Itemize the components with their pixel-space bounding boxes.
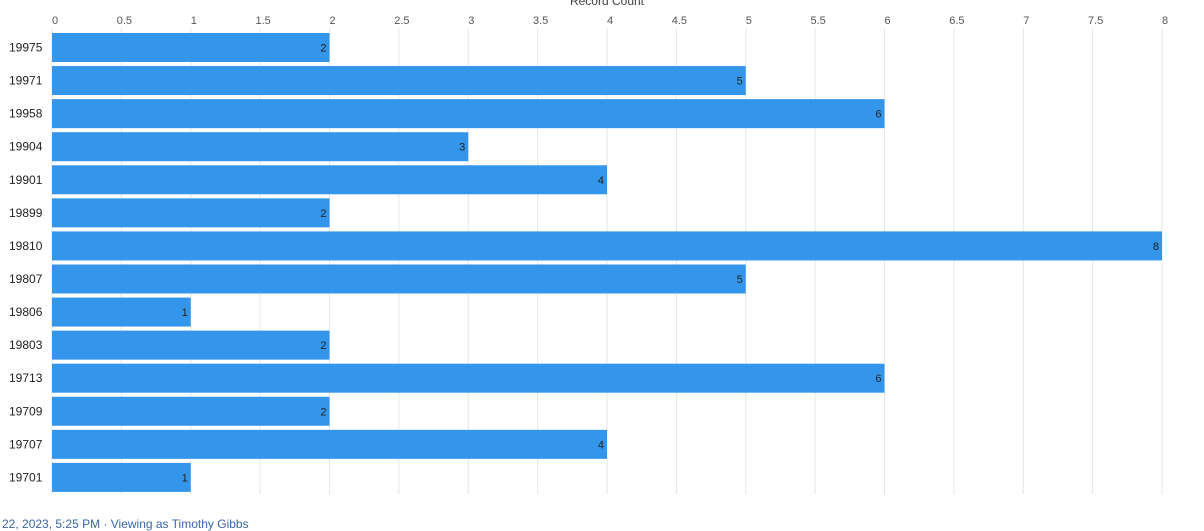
bar[interactable] [52,330,330,360]
category-label: 19807 [9,272,43,286]
x-tick-label: 1.5 [255,15,270,27]
data-label: 1 [182,472,188,484]
data-label: 8 [1153,241,1159,253]
bar[interactable] [52,132,469,162]
x-tick-label: 7 [1023,15,1029,27]
data-label: 4 [598,175,604,187]
data-labels: 2 5 6 3 4 2 8 5 1 2 6 2 4 1 [182,43,1159,485]
category-label: 19806 [9,305,43,319]
bar[interactable] [52,99,885,129]
category-label: 19971 [9,74,43,88]
data-label: 3 [459,142,465,154]
category-label: 19899 [9,206,43,220]
bar[interactable] [52,363,885,393]
data-label: 5 [737,76,743,88]
category-label: 19901 [9,173,43,187]
x-tick-label: 8 [1162,15,1168,27]
bar[interactable] [52,396,330,426]
x-tick-label: 5 [746,15,752,27]
bar[interactable] [52,231,1162,261]
bar[interactable] [52,165,607,195]
category-label: 19904 [9,140,43,154]
x-tick-label: 6.5 [949,15,964,27]
x-tick-label: 2.5 [394,15,409,27]
data-label: 6 [875,373,881,385]
data-label: 4 [598,439,604,451]
bars [52,33,1162,492]
bar[interactable] [52,66,746,96]
x-tick-label: 0.5 [117,15,132,27]
bar[interactable] [52,198,330,228]
x-tick-label: 2 [329,15,335,27]
category-label: 19958 [9,107,43,121]
category-label: 19713 [9,371,43,385]
footer-status: ay 22, 2023, 5:25 PM · Viewing as Timoth… [0,517,249,531]
data-label: 2 [320,406,326,418]
data-label: 1 [182,307,188,319]
x-tick-label: 1 [191,15,197,27]
category-label: 19803 [9,338,43,352]
category-label: 19707 [9,437,43,451]
x-tick-label: 4 [607,15,613,27]
data-label: 2 [320,208,326,220]
data-label: 5 [737,274,743,286]
y-axis-categories: 19975 19971 19958 19904 19901 19899 19810 19807… [9,41,43,485]
bar[interactable] [52,33,330,62]
x-tick-label: 5.5 [810,15,825,27]
x-axis-title: Record Count [570,0,645,8]
x-tick-label: 3.5 [533,15,548,27]
x-tick-label: 3 [468,15,474,27]
data-label: 2 [320,43,326,55]
category-label: 19701 [9,470,43,484]
data-label: 2 [320,340,326,352]
category-label: 19810 [9,239,43,253]
category-label: 19709 [9,404,43,418]
category-label: 19975 [9,41,43,55]
bar[interactable] [52,429,607,459]
bar[interactable] [52,297,191,327]
x-tick-label: 7.5 [1088,15,1103,27]
bar[interactable] [52,462,191,492]
x-tick-label: 0 [52,15,58,27]
data-label: 6 [875,109,881,121]
x-tick-label: 4.5 [672,15,687,27]
bar[interactable] [52,264,746,294]
x-axis-ticks: 0 0.5 1 1.5 2 2.5 3 3.5 4 4.5 5 5.5 6 6.5 7 7.5 8 [52,15,1168,27]
x-tick-label: 6 [884,15,890,27]
